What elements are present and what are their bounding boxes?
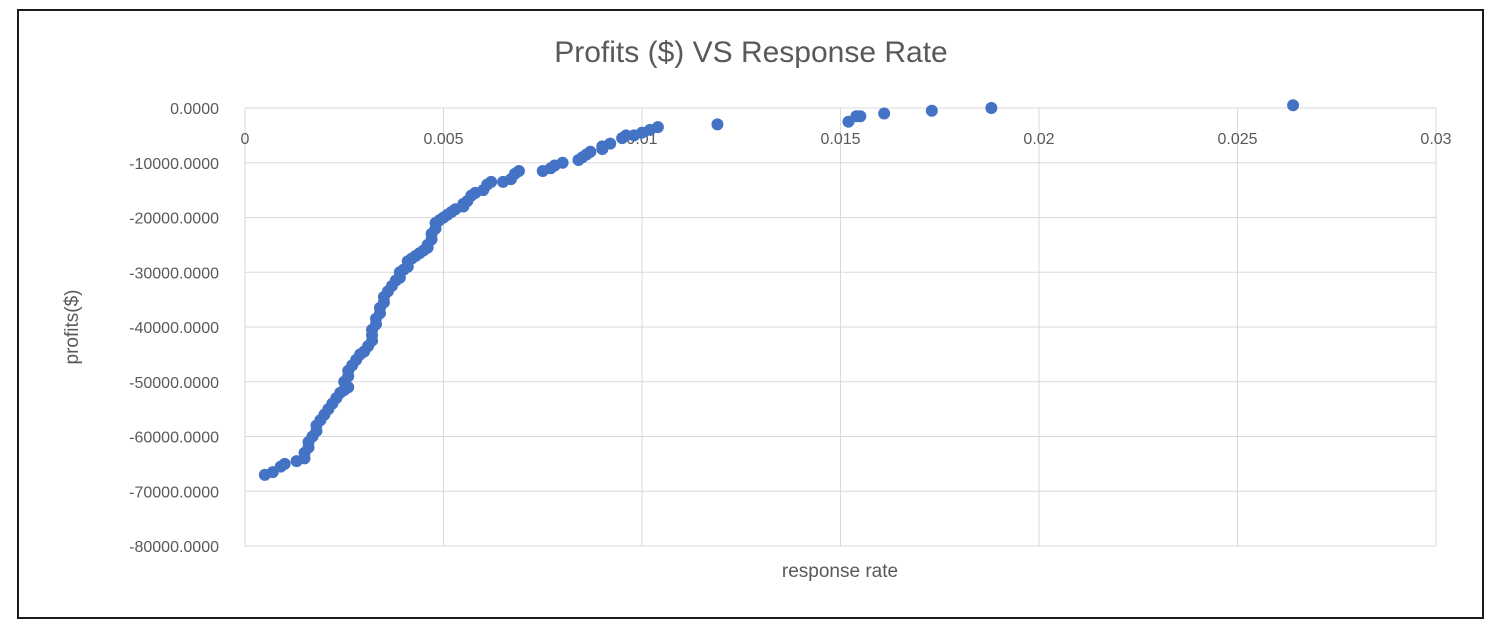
y-axis-label: profits($) <box>62 290 83 365</box>
x-tick-label: 0.02 <box>1023 131 1054 148</box>
y-tick-label: -10000.0000 <box>129 156 219 173</box>
data-point <box>604 137 617 150</box>
y-tick-label: -30000.0000 <box>129 265 219 282</box>
x-axis-label: response rate <box>782 561 898 582</box>
data-point <box>278 457 291 470</box>
y-tick-label: -40000.0000 <box>129 320 219 337</box>
data-point <box>854 110 867 123</box>
data-point <box>878 107 891 120</box>
y-tick-label: -50000.0000 <box>129 375 219 392</box>
gridlines <box>244 107 1437 547</box>
data-point <box>651 121 664 134</box>
chart-frame <box>17 9 1484 619</box>
y-tick-label: -60000.0000 <box>129 430 219 447</box>
data-point <box>512 164 525 177</box>
data-point <box>485 175 498 188</box>
data-point <box>711 118 724 131</box>
y-tick-label: -20000.0000 <box>129 211 219 228</box>
x-tick-label: 0.03 <box>1420 131 1451 148</box>
data-point <box>925 104 938 117</box>
data-point <box>985 102 998 114</box>
x-tick-label: 0 <box>241 131 250 148</box>
x-tick-label: 0.005 <box>423 131 463 148</box>
data-point <box>584 145 597 158</box>
x-tick-label: 0.025 <box>1217 131 1257 148</box>
y-tick-label: 0.0000 <box>170 101 219 118</box>
data-points <box>258 99 1300 481</box>
y-tick-label: -70000.0000 <box>129 484 219 501</box>
y-tick-labels: 0.0000 -10000.0000 -20000.0000 -30000.0000 -… <box>129 101 219 556</box>
data-point <box>556 156 569 169</box>
chart-title: Profits ($) VS Response Rate <box>554 36 948 69</box>
x-tick-label: 0.015 <box>820 131 860 148</box>
x-tick-labels: 0 0.005 0.01 0.015 0.02 0.025 0.03 <box>241 131 1452 148</box>
y-tick-label: -80000.0000 <box>129 539 219 556</box>
data-point <box>1287 99 1300 112</box>
